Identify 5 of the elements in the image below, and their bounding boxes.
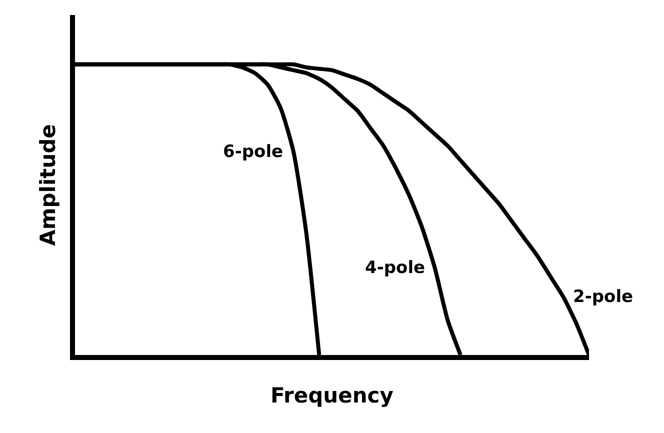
series-label: 2-pole xyxy=(573,287,634,307)
x-axis-title: Frequency xyxy=(270,384,394,408)
series-label: 6-pole xyxy=(223,142,284,162)
y-axis-title: Amplitude xyxy=(36,124,60,246)
series-label: 4-pole xyxy=(365,258,426,278)
